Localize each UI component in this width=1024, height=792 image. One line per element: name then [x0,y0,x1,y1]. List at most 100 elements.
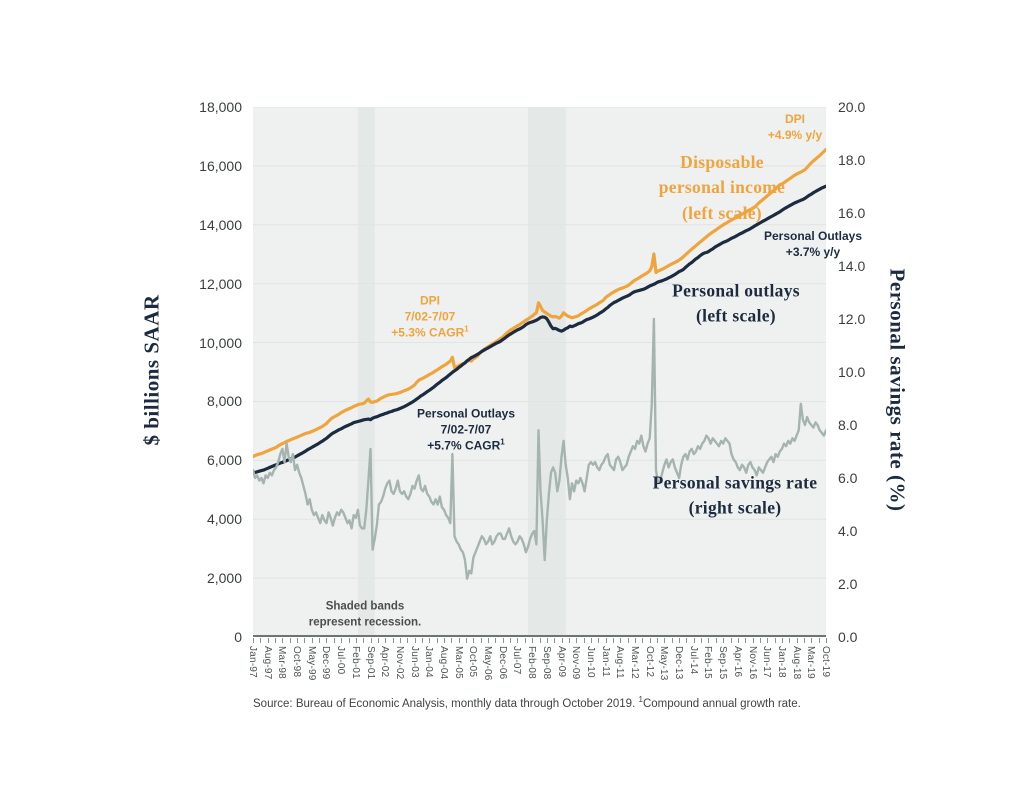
y-right-tick-label: 16.0 [838,205,866,221]
x-tick-label: Apr-09 [555,646,567,678]
annotation-outlays-cagr: Personal Outlays 7/02-7/07 +5.7% CAGR1 [416,406,516,454]
x-tick-label: Feb-01 [349,646,361,679]
x-tick-mark [275,638,277,643]
recession-band [527,107,566,637]
x-tick-mark [333,638,335,643]
x-tick-mark [458,638,460,643]
x-tick-mark [803,638,805,643]
x-tick-mark [466,638,468,643]
x-tick-mark [429,638,431,643]
x-tick-label: Oct-19 [820,646,831,678]
x-tick-mark [752,638,754,643]
x-tick-mark [546,638,548,643]
x-tick-label: Jun-17 [761,646,773,678]
y-left-tick-label: 8,000 [206,393,242,410]
annotation-dpi-yoy: DPI +4.9% y/y [767,111,823,142]
x-tick-mark [708,638,710,643]
x-tick-label: Oct-12 [643,646,655,678]
x-tick-mark [554,638,556,643]
x-tick-mark [421,638,423,643]
y-right-tick-label: 10.0 [838,364,866,380]
chart-canvas [253,107,826,637]
x-tick-mark [730,638,732,643]
x-tick-mark [253,638,254,643]
x-tick-label: Mar-98 [276,646,288,679]
x-tick-mark [319,638,321,643]
x-tick-mark [686,638,688,643]
y-right-tick-label: 12.0 [838,311,866,327]
x-tick-label: Jun-10 [584,646,596,678]
annotation-recession-note: Shaded bands represent recession. [308,600,422,628]
x-tick-mark [377,638,379,643]
x-tick-mark [311,638,313,643]
x-tick-label: Aug-11 [614,646,626,679]
x-tick-label: Sep-15 [717,646,729,680]
x-tick-label: May-13 [658,646,670,681]
x-tick-mark [723,638,725,643]
x-tick-mark [385,638,387,643]
x-tick-mark [568,638,570,643]
x-tick-mark [363,638,365,643]
x-tick-mark [267,638,269,643]
x-tick-mark [576,638,578,643]
x-tick-mark [289,638,291,643]
x-tick-mark [693,638,695,643]
x-tick-mark [502,638,504,643]
x-tick-mark [517,638,519,643]
x-tick-mark [715,638,717,643]
x-tick-mark [583,638,585,643]
x-tick-mark [326,638,328,643]
outlays-line [253,184,826,475]
x-tick-mark [532,638,534,643]
y-left-tick-label: 2,000 [206,570,242,587]
y-left-tick-label: 6,000 [206,452,242,469]
x-tick-label: Jun-03 [408,646,420,678]
y-left-tick-label: 0 [234,629,242,645]
x-tick-mark [679,638,681,643]
x-tick-mark [745,638,747,643]
y-left-tick-label: 18,000 [199,99,242,115]
x-tick-label: Feb-08 [526,646,538,679]
x-tick-label: Jan-97 [247,646,258,678]
x-tick-mark [605,638,607,643]
y-right-tick-label: 6.0 [838,470,858,486]
x-tick-label: Nov-09 [570,646,582,680]
x-tick-label: Aug-97 [261,646,273,680]
x-tick-mark [510,638,512,643]
annotation-outlays-series-label: Personal outlays (left scale) [672,280,800,326]
x-tick-mark [737,638,739,643]
x-tick-label: Mar-05 [452,646,464,679]
x-tick-label: Jan-04 [423,646,435,678]
y-left-tick-label: 10,000 [199,334,242,351]
x-tick-mark [539,638,541,643]
x-tick-mark [392,638,394,643]
y-right-tick-label: 8.0 [838,417,858,433]
x-tick-mark [561,638,563,643]
x-tick-mark [451,638,453,643]
x-tick-label: Mar-12 [629,646,640,679]
x-tick-mark [436,638,438,643]
dpi-line [253,147,826,459]
y-right-tick-label: 0.0 [838,629,858,645]
savings-line [253,317,826,580]
annotation-outlays-yoy: Personal Outlays +3.7% y/y [763,228,863,259]
x-tick-mark [826,638,827,643]
x-tick-mark [664,638,666,643]
y-left-tick-label: 12,000 [199,275,242,292]
x-tick-mark [473,638,475,643]
x-tick-label: Sep-08 [540,646,552,680]
annotation-dpi-series-label: Disposable personal income (left scale) [658,151,786,223]
x-tick-mark [759,638,761,643]
x-tick-label: Nov-02 [393,646,405,680]
x-tick-mark [488,638,490,643]
source-note: Source: Bureau of Economic Analysis, mon… [253,695,801,710]
cagr-footnote-marker: 1 [464,325,469,335]
recession-band [357,107,375,637]
y-left-tick-label: 14,000 [199,216,242,233]
x-tick-label: Mar-19 [805,646,817,679]
x-tick-mark [370,638,372,643]
x-tick-label: Dec-99 [320,646,332,680]
x-tick-mark [348,638,350,643]
x-tick-label: Nov-16 [746,646,758,680]
